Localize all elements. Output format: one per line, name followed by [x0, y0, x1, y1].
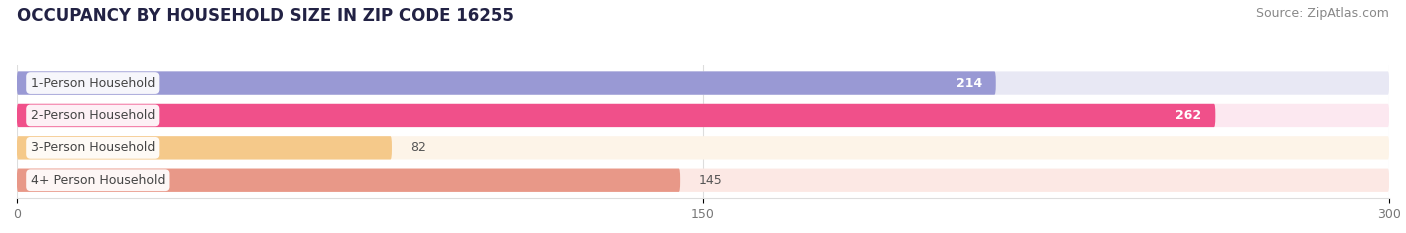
FancyBboxPatch shape — [17, 71, 995, 95]
FancyBboxPatch shape — [17, 168, 1389, 192]
Text: 1-Person Household: 1-Person Household — [31, 77, 155, 89]
FancyBboxPatch shape — [17, 71, 1389, 95]
FancyBboxPatch shape — [17, 104, 1389, 127]
FancyBboxPatch shape — [17, 136, 1389, 160]
FancyBboxPatch shape — [17, 168, 681, 192]
Text: 3-Person Household: 3-Person Household — [31, 141, 155, 154]
Text: OCCUPANCY BY HOUSEHOLD SIZE IN ZIP CODE 16255: OCCUPANCY BY HOUSEHOLD SIZE IN ZIP CODE … — [17, 7, 513, 25]
Text: 214: 214 — [956, 77, 981, 89]
FancyBboxPatch shape — [17, 104, 1215, 127]
Text: 145: 145 — [699, 174, 723, 187]
Text: Source: ZipAtlas.com: Source: ZipAtlas.com — [1256, 7, 1389, 20]
Text: 4+ Person Household: 4+ Person Household — [31, 174, 165, 187]
FancyBboxPatch shape — [17, 136, 392, 160]
Text: 82: 82 — [411, 141, 426, 154]
Text: 2-Person Household: 2-Person Household — [31, 109, 155, 122]
Text: 262: 262 — [1175, 109, 1202, 122]
